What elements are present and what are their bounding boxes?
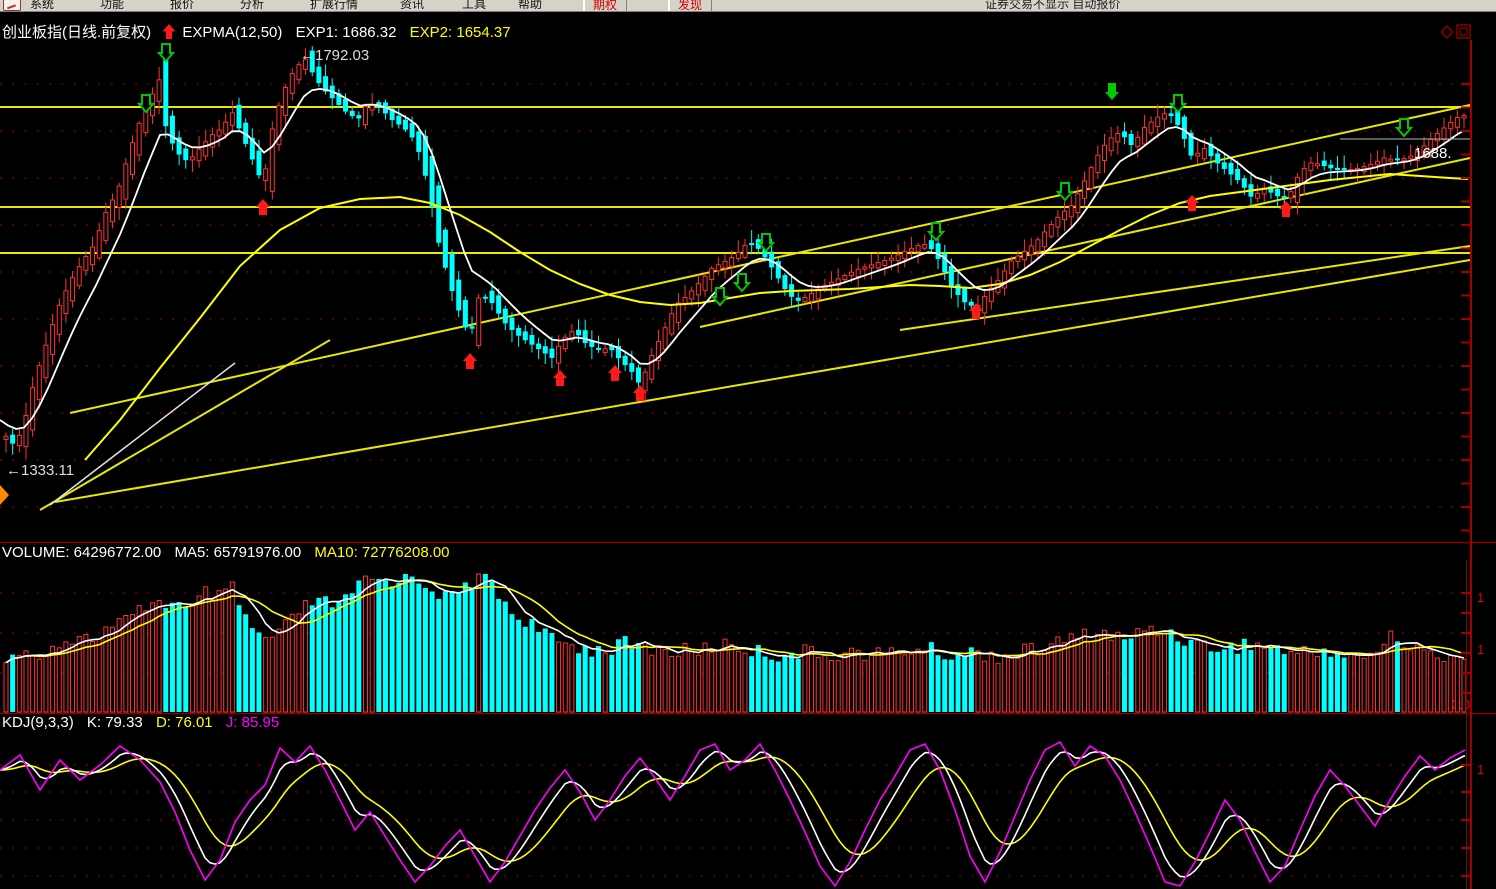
diamond-icon[interactable]: [1440, 24, 1454, 40]
sell-signal-arrow: [156, 43, 176, 63]
signal-arrows-layer: [0, 43, 1414, 505]
chart-title-row: 创业板指(日线.前复权) EXPMA(12,50) EXP1: 1686.32 …: [2, 21, 520, 42]
buy-signal-arrow: [1185, 195, 1199, 211]
buy-signal-arrow: [256, 199, 270, 215]
buy-signal-arrow: [553, 370, 567, 386]
buy-signal-arrow: [633, 385, 647, 401]
volume-value: VOLUME: 64296772.00: [2, 544, 162, 561]
kdj-name: KDJ(9,3,3): [2, 714, 74, 731]
candles-layer: [3, 46, 1467, 459]
kdj-j-value: J: 85.95: [225, 714, 280, 731]
menu-item-menu-analysis[interactable]: 分析: [240, 0, 265, 11]
sell-signal-arrow: [1168, 94, 1188, 114]
menu-item-menu-ext-quote[interactable]: 扩展行情: [310, 0, 359, 11]
kdj-layer: [0, 740, 1466, 888]
volume-layer: [3, 573, 1467, 713]
high-price-label: ←1792.03: [300, 47, 369, 64]
drawn-lines-layer: [0, 104, 1471, 511]
volume-ma10-value: MA10: 72776208.00: [314, 544, 450, 561]
volume-axis-label: 1: [1477, 642, 1484, 657]
restore-window-icon[interactable]: [1456, 24, 1471, 39]
menu-item-menu-system[interactable]: 系统: [30, 0, 55, 11]
sell-signal-arrow: [1105, 83, 1119, 100]
menu-item-menu-tools[interactable]: 工具: [462, 0, 487, 11]
kdj-label-row: KDJ(9,3,3) K: 79.33 D: 76.01 J: 85.95: [2, 714, 288, 731]
sell-signal-arrow: [926, 222, 946, 242]
volume-label-row: VOLUME: 64296772.00 MA5: 65791976.00 MA1…: [2, 544, 459, 561]
exp2-value: EXP2: 1654.37: [409, 24, 511, 41]
menu-item-menu-quote[interactable]: 报价: [170, 0, 195, 11]
buy-signal-arrow: [969, 303, 983, 319]
kdj-k-value: K: 79.33: [86, 714, 143, 731]
kdj-axis-label: 1: [1477, 762, 1484, 777]
last-price-label: 1688.: [1414, 145, 1452, 162]
sell-signal-arrow: [756, 233, 776, 253]
sell-signal-arrow: [732, 273, 752, 293]
low-price-label: ←1333.11: [6, 462, 74, 479]
sell-signal-arrow: [1394, 118, 1414, 138]
expma-layer: [0, 87, 1469, 461]
menu-item-menu-discover[interactable]: 发现: [668, 0, 713, 11]
menu-item-menu-function[interactable]: 功能: [100, 0, 125, 11]
corner-icons-layer: [1440, 24, 1471, 40]
up-arrow-icon: [162, 24, 176, 39]
menu-item-menu-info[interactable]: 资讯: [400, 0, 425, 11]
menu-item-menu-help[interactable]: 帮助: [518, 0, 543, 11]
kdj-d-value: D: 76.01: [155, 714, 213, 731]
indicator-name: EXPMA(12,50): [182, 24, 283, 41]
menu-bar: 系统 功能 报价 分析 扩展行情 资讯 工具 帮助 期权 发现 证券交易不显示 自动报价: [0, 0, 1496, 12]
sell-signal-arrow: [710, 287, 730, 307]
menu-status-text: 证券交易不显示 自动报价: [985, 0, 1121, 11]
grid-layer: [0, 83, 1470, 877]
sell-signal-arrow: [136, 94, 156, 114]
volume-ma5-value: MA5: 65791976.00: [174, 544, 302, 561]
buy-signal-arrow: [1279, 201, 1293, 217]
restore-window-inner-icon: [1459, 27, 1468, 36]
axis-layer: [0, 40, 1496, 889]
buy-signal-arrow: [608, 365, 622, 381]
buy-signal-arrow: [463, 353, 477, 369]
instrument-title: 创业板指(日线.前复权): [2, 24, 152, 41]
volume-axis-label: 1: [1477, 590, 1484, 605]
sell-signal-arrow: [1055, 182, 1075, 202]
app-logo-icon: [3, 0, 21, 11]
exp1-value: EXP1: 1686.32: [295, 24, 397, 41]
left-edge-marker: [0, 485, 9, 505]
menu-item-menu-options[interactable]: 期权: [583, 0, 628, 11]
